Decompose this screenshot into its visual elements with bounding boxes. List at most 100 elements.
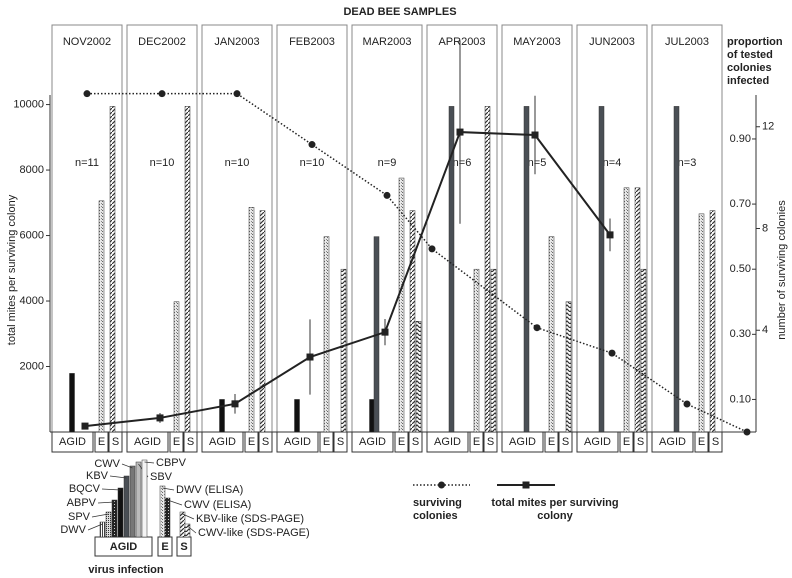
bar xyxy=(323,236,330,433)
point xyxy=(456,128,464,136)
sub-label: AGID xyxy=(509,436,536,448)
legend-line-label: surviving colonies xyxy=(413,497,462,522)
panel-month: NOV2002 xyxy=(63,36,111,48)
y2-axis-label: proportion of tested colonies infected xyxy=(727,36,783,87)
legend-swatch xyxy=(111,499,118,538)
y3-tick-label: 8 xyxy=(762,222,768,234)
point xyxy=(83,90,91,98)
legend-box xyxy=(94,536,153,557)
line-square xyxy=(84,131,611,428)
sub-label: E xyxy=(98,436,105,448)
point xyxy=(158,90,166,98)
legend-label: KBV-like (SDS-PAGE) xyxy=(196,513,304,525)
panel-month: JUN2003 xyxy=(589,36,635,48)
legend-title: virus infection xyxy=(88,564,163,576)
sub-label: E xyxy=(323,436,330,448)
sub-label: AGID xyxy=(434,436,461,448)
sub-label: AGID xyxy=(59,436,86,448)
legend-marker xyxy=(438,481,445,489)
bar xyxy=(340,268,347,433)
bar xyxy=(398,177,405,433)
bar xyxy=(673,106,680,433)
legend-leader xyxy=(162,487,175,491)
sub-label: AGID xyxy=(584,436,611,448)
panel-n: n=3 xyxy=(678,157,697,169)
bar xyxy=(598,106,605,433)
sub-label: E xyxy=(548,436,555,448)
legend-swatch xyxy=(141,459,148,538)
bar xyxy=(623,187,630,433)
bar xyxy=(294,399,300,433)
line-circle xyxy=(87,92,748,433)
y2-tick-label: 0.30 xyxy=(730,328,751,340)
legend-leader xyxy=(87,523,103,531)
legend-swatch xyxy=(179,511,186,538)
legend-label: DWV xyxy=(60,524,86,536)
legend-leader xyxy=(121,463,133,469)
y-tick-label: 6000 xyxy=(20,229,44,241)
y2-tick-label: 0.90 xyxy=(730,133,751,145)
legend-label: DWV (ELISA) xyxy=(176,484,243,496)
panel-n: n=9 xyxy=(378,157,397,169)
y3-axis-label: number of surviving colonies xyxy=(776,200,788,340)
legend-label: CBPV xyxy=(156,457,187,469)
panel xyxy=(501,24,573,433)
sub-label: S xyxy=(112,436,119,448)
sub-label: E xyxy=(698,436,705,448)
sub-label: S xyxy=(487,436,494,448)
sub-label: AGID xyxy=(359,436,386,448)
point xyxy=(156,414,164,422)
bar xyxy=(709,210,716,433)
y2-tick-label: 0.50 xyxy=(730,263,751,275)
legend-sub-label: AGID xyxy=(110,541,138,553)
legend-label: SPV xyxy=(68,511,91,523)
sub-label: S xyxy=(712,436,719,448)
chart-title: DEAD BEE SAMPLES xyxy=(343,6,456,18)
sub-label: S xyxy=(262,436,269,448)
legend-label: SBV xyxy=(150,471,173,483)
legend-swatch xyxy=(164,497,171,538)
panel-month: FEB2003 xyxy=(289,36,335,48)
point xyxy=(383,191,391,199)
y3-tick-label: 4 xyxy=(762,324,768,336)
y3-tick-label: 12 xyxy=(762,121,774,133)
panel-n: n=6 xyxy=(453,157,472,169)
legend-swatch xyxy=(129,465,136,538)
point xyxy=(608,349,616,357)
y2-tick-label: 0.10 xyxy=(730,393,751,405)
sub-label: E xyxy=(173,436,180,448)
legend-label: ABPV xyxy=(67,497,97,509)
point xyxy=(531,131,539,139)
bar xyxy=(548,236,555,433)
legend-leader xyxy=(182,513,195,520)
bar xyxy=(219,399,225,433)
bar xyxy=(69,373,75,433)
bar xyxy=(98,200,105,433)
legend-label: CWV xyxy=(94,458,120,470)
bar xyxy=(523,106,530,433)
y-tick-label: 10000 xyxy=(13,98,44,110)
legend-label: BQCV xyxy=(69,483,101,495)
sub-label: E xyxy=(473,436,480,448)
sub-label: E xyxy=(623,436,630,448)
sub-label: AGID xyxy=(209,436,236,448)
bar xyxy=(698,213,705,433)
panel-n: n=10 xyxy=(150,157,175,169)
sub-label: E xyxy=(398,436,405,448)
sub-label: S xyxy=(562,436,569,448)
point xyxy=(81,422,89,430)
legend-marker xyxy=(522,481,530,489)
panel-month: MAR2003 xyxy=(363,36,412,48)
point xyxy=(233,90,241,98)
sub-label: S xyxy=(337,436,344,448)
bar xyxy=(173,301,180,433)
y-tick-label: 4000 xyxy=(20,295,44,307)
bar xyxy=(634,187,641,433)
panel-month: JUL2003 xyxy=(665,36,709,48)
bar xyxy=(448,106,455,433)
legend-sub-label: E xyxy=(161,541,168,553)
panel-n: n=10 xyxy=(225,157,250,169)
point xyxy=(231,400,239,408)
